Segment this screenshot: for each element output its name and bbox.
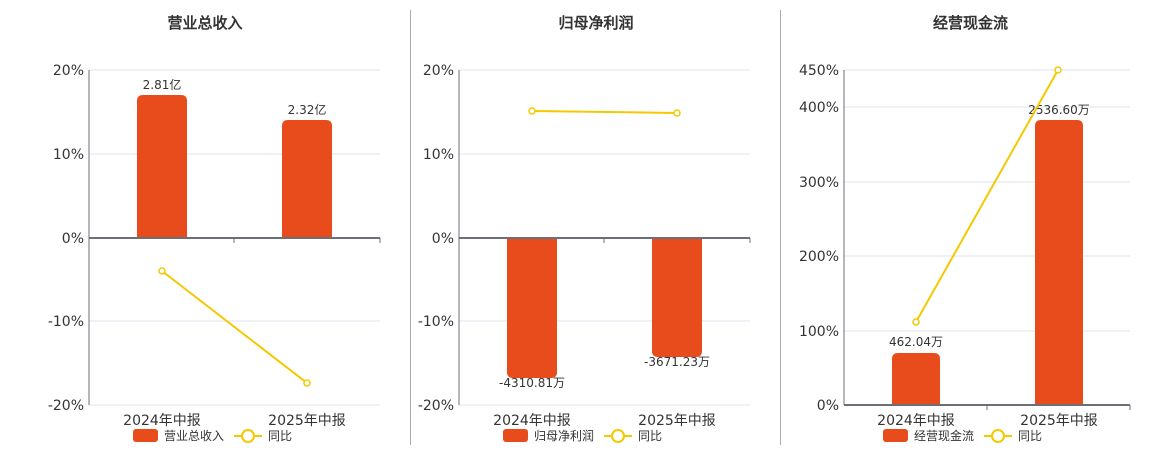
chart-panel-operating-cashflow: 经营现金流 450% 400% 300% 200% 100% 0% bbox=[781, 0, 1160, 450]
legend-line-label[interactable]: 同比 bbox=[268, 429, 293, 443]
chart-panel-revenue: 营业总收入 20% 10% 0% -10% -20% 2.81亿 2.32亿 2… bbox=[0, 0, 410, 450]
legend-line-icon[interactable] bbox=[984, 428, 1013, 443]
y-tick: 300% bbox=[799, 175, 839, 191]
bar bbox=[652, 238, 702, 357]
bar-value-label: 462.04万 bbox=[889, 335, 943, 349]
yoy-line bbox=[161, 270, 308, 384]
legend-line-label[interactable]: 同比 bbox=[1018, 429, 1043, 443]
x-tick: 2024年中报 bbox=[877, 413, 955, 429]
yoy-point bbox=[528, 107, 536, 115]
y-tick: 450% bbox=[799, 63, 839, 79]
yoy-point bbox=[1054, 66, 1062, 74]
bar bbox=[892, 353, 940, 405]
chart-title: 营业总收入 bbox=[167, 14, 243, 32]
y-tick: -10% bbox=[418, 314, 454, 330]
bar-value-label: 2.32亿 bbox=[288, 102, 327, 117]
yoy-point bbox=[303, 379, 311, 387]
y-tick: 10% bbox=[53, 147, 84, 163]
y-tick: 200% bbox=[799, 249, 839, 265]
bar-value-label: 2536.60万 bbox=[1028, 103, 1090, 117]
bar bbox=[507, 238, 557, 378]
bar-value-label: -4310.81万 bbox=[499, 376, 565, 390]
yoy-point bbox=[673, 109, 681, 117]
yoy-line bbox=[915, 69, 1059, 323]
y-tick: 400% bbox=[799, 100, 839, 116]
gridlines bbox=[89, 69, 380, 406]
y-tick: 0% bbox=[432, 231, 454, 247]
bar-value-label: 2.81亿 bbox=[143, 77, 182, 92]
panel-divider bbox=[410, 10, 411, 445]
bar bbox=[282, 120, 332, 238]
y-tick: 100% bbox=[799, 324, 839, 340]
chart-title: 归母净利润 bbox=[558, 14, 634, 32]
x-tick: 2024年中报 bbox=[493, 413, 571, 429]
y-tick: 10% bbox=[423, 147, 454, 163]
y-axis-labels: 20% 10% 0% -10% -20% bbox=[48, 63, 84, 414]
chart-legend: 营业总收入 同比 bbox=[133, 427, 292, 444]
legend-bar-swatch[interactable] bbox=[133, 429, 158, 442]
legend-bar-swatch[interactable] bbox=[503, 429, 528, 442]
y-tick: 20% bbox=[423, 63, 454, 79]
y-tick: -20% bbox=[418, 398, 454, 414]
panel-divider bbox=[780, 10, 781, 445]
legend-bar-label[interactable]: 归母净利润 bbox=[534, 429, 595, 443]
x-tick: 2024年中报 bbox=[123, 413, 201, 429]
chart-panel-net-profit: 归母净利润 20% 10% 0% -10% -20% -431 bbox=[411, 0, 781, 450]
legend-bar-label[interactable]: 经营现金流 bbox=[914, 429, 975, 443]
x-tick: 2025年中报 bbox=[1020, 413, 1098, 429]
chart-plot: 20% 10% 0% -10% -20% 2.81亿 2.32亿 2024年中报… bbox=[48, 63, 381, 429]
legend-line-icon[interactable] bbox=[234, 428, 263, 443]
chart-title: 经营现金流 bbox=[932, 14, 1008, 32]
legend-bar-swatch[interactable] bbox=[883, 429, 908, 442]
legend-line-icon[interactable] bbox=[604, 428, 633, 443]
yoy-point bbox=[912, 318, 920, 326]
chart-plot: 20% 10% 0% -10% -20% -4310.81万 -3671.23万… bbox=[418, 63, 751, 429]
y-tick: 20% bbox=[53, 63, 84, 79]
y-tick: 0% bbox=[817, 398, 839, 414]
chart-plot: 450% 400% 300% 200% 100% 0% 462.04万 2536… bbox=[799, 63, 1131, 429]
y-tick: 0% bbox=[62, 231, 84, 247]
bar bbox=[137, 95, 187, 238]
bar bbox=[1035, 120, 1083, 405]
legend-bar-label[interactable]: 营业总收入 bbox=[164, 429, 225, 443]
y-tick: -10% bbox=[48, 314, 84, 330]
yoy-line bbox=[531, 110, 678, 114]
chart-legend: 经营现金流 同比 bbox=[883, 427, 1042, 444]
y-tick: -20% bbox=[48, 398, 84, 414]
bar-value-label: -3671.23万 bbox=[644, 355, 710, 369]
yoy-point bbox=[158, 267, 166, 275]
legend-line-label[interactable]: 同比 bbox=[638, 429, 663, 443]
x-tick: 2025年中报 bbox=[638, 413, 716, 429]
chart-legend: 归母净利润 同比 bbox=[503, 427, 662, 444]
x-tick: 2025年中报 bbox=[268, 413, 346, 429]
